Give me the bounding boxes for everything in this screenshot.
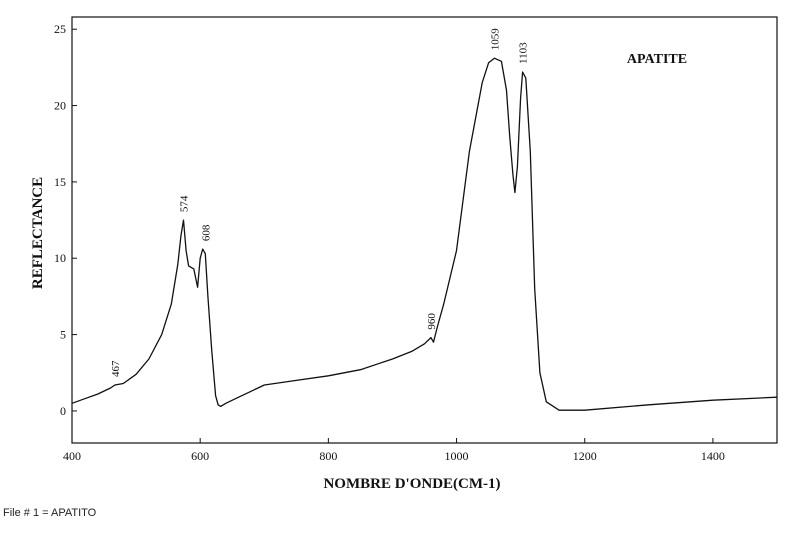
peak-label: 1059 [489,28,501,51]
peak-label: 1103 [518,42,530,64]
x-tick-label: 1000 [445,449,469,463]
x-tick-label: 1200 [573,449,597,463]
plot-frame [71,16,778,444]
axis-ticks: 400 600 800 1000 1200 1400 0 5 10 15 20 25 [54,22,725,463]
y-tick-label: 5 [60,328,66,342]
reflectance-series-line [71,57,778,411]
peak-label: 574 [179,195,191,212]
y-tick-label: 20 [54,99,66,113]
series-layer [71,57,778,411]
peak-annotations: 467 574 608 960 1059 1103 [110,28,530,377]
x-tick-label: 400 [63,449,81,463]
y-tick-label: 0 [60,404,66,418]
y-tick-label: 25 [54,22,66,36]
x-tick-label: 800 [319,449,337,463]
y-tick-label: 10 [54,251,66,265]
y-tick-label: 15 [54,175,66,189]
chart-title: APATITE [627,52,687,67]
x-tick-label: 600 [191,449,209,463]
x-tick-label: 1400 [701,449,725,463]
file-caption: File # 1 = APATITO [3,507,97,519]
peak-label: 608 [200,224,212,241]
y-axis-title: REFLECTANCE [30,177,46,289]
x-axis-title: NOMBRE D'ONDE(CM-1) [323,476,500,492]
peak-label: 960 [426,313,438,330]
peak-label: 467 [110,360,122,377]
